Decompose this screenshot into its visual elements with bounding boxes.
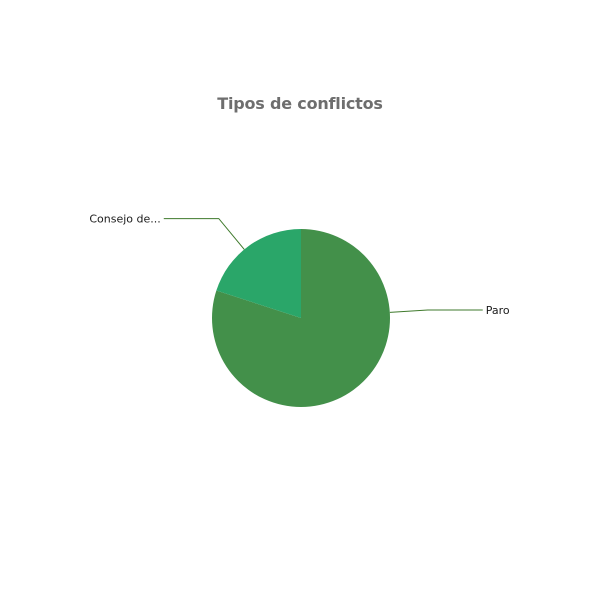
leader-line [389,309,483,313]
pie-slice-consejo-de[interactable] [216,229,301,318]
pie-slices [211,229,390,407]
slice-label: Paro [486,304,510,317]
pie-slice-paro[interactable] [211,229,390,407]
pie-labels: Paro Consejo de... [89,213,510,317]
leader-line [163,218,245,250]
slice-label: Consejo de... [89,213,160,226]
chart-title: Tipos de conflictos [217,94,383,113]
